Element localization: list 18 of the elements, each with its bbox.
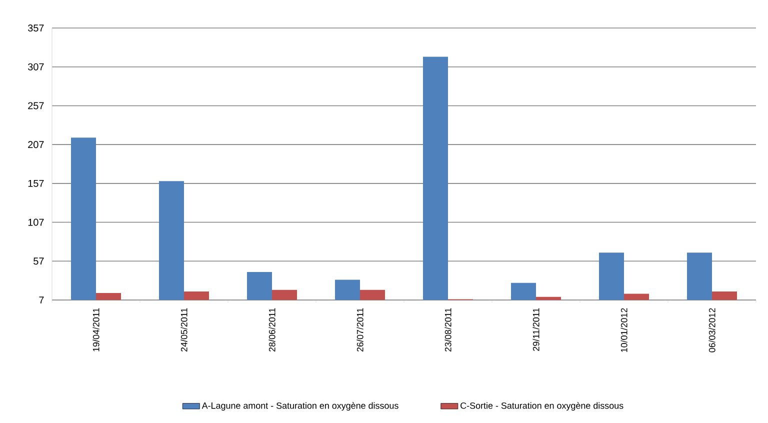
x-tick-label: 26/07/2011: [356, 308, 364, 352]
legend-label: C-Sortie - Saturation en oxygène dissous: [460, 402, 624, 411]
y-tick-label: 107: [28, 218, 44, 226]
y-tick-label: 207: [28, 141, 44, 148]
x-tick-label: 24/05/2011: [180, 308, 188, 352]
legend-label: A-Lagune amont - Saturation en oxygène dissous: [202, 402, 398, 411]
y-tick-label: 257: [28, 102, 44, 110]
x-tick-label: 19/04/2011: [92, 308, 100, 352]
y-tick-label: 7: [39, 296, 44, 304]
x-tick-label: 28/06/2011: [268, 308, 276, 352]
y-tick-label: 57: [34, 258, 44, 265]
x-tick-label: 23/08/2011: [444, 308, 452, 352]
y-tick-label: 157: [28, 180, 44, 187]
x-tick-label: 29/11/2011: [532, 308, 540, 351]
y-tick-label: 307: [28, 63, 44, 70]
y-tick-label: 357: [28, 24, 44, 32]
x-tick-label: 10/01/2012: [620, 308, 628, 352]
x-tick-label: 06/03/2012: [708, 308, 716, 352]
